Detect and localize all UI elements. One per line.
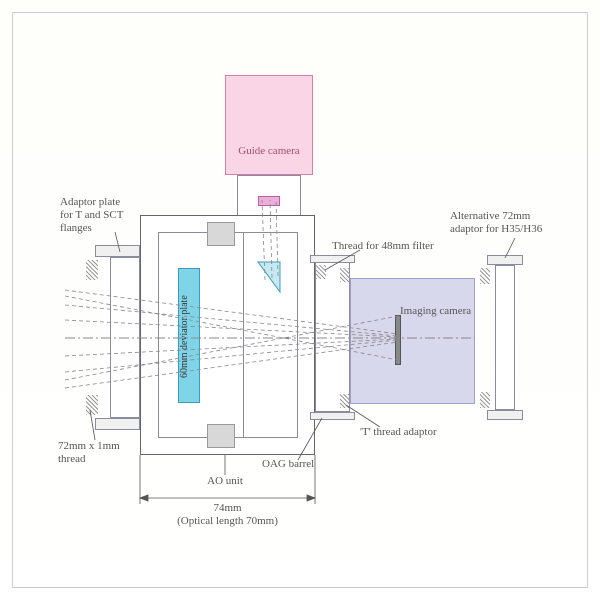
imaging-camera-label: Imaging camera	[400, 305, 500, 318]
motor-top	[207, 222, 235, 246]
dim-70-label: (Optical length 70mm)	[140, 515, 315, 528]
alt-thread-top	[480, 268, 490, 284]
adaptor-plate-body	[110, 257, 140, 418]
alt-adaptor-flange-top	[487, 255, 523, 265]
dim-74-label: 74mm	[140, 502, 315, 515]
thread-72-label: 72mm x 1mm thread	[58, 440, 148, 466]
adaptor-plate-flange-top	[95, 245, 140, 257]
adaptor-plate-flange-bot	[95, 418, 140, 430]
guide-camera-body	[225, 75, 313, 175]
thread-left-top	[86, 260, 98, 280]
alt-thread-bot	[480, 392, 490, 408]
deviator-plate: 60mm deviator plate	[178, 268, 200, 403]
imaging-sensor	[395, 315, 401, 365]
oag-flange-bot	[310, 412, 355, 420]
thread-t-bot	[340, 394, 350, 408]
imaging-camera-body	[350, 278, 475, 404]
alt-adaptor-flange-bot	[487, 410, 523, 420]
thread-48-label: Thread for 48mm filter	[332, 240, 472, 253]
oag-barrel-label: OAG barrel	[262, 458, 342, 471]
t-thread-label: 'T' thread adaptor	[360, 426, 480, 439]
thread-t-top	[340, 268, 350, 282]
oag-barrel	[315, 262, 350, 412]
adaptor-plate-label: Adaptor plate for T and SCT flanges	[60, 196, 160, 236]
deviator-label: 60mm deviator plate	[179, 269, 190, 404]
guide-camera-label: Guide camera	[225, 145, 313, 158]
thread-48mm-top	[316, 265, 326, 279]
thread-left-bot	[86, 395, 98, 415]
motor-bot	[207, 424, 235, 448]
ao-unit-label: AO unit	[195, 475, 255, 488]
alt-adaptor-label: Alternative 72mm adaptor for H35/H36	[450, 210, 580, 236]
oag-flange-top	[310, 255, 355, 263]
guide-knob-1	[258, 196, 280, 206]
ao-divider	[243, 232, 244, 438]
alt-adaptor-body	[495, 265, 515, 410]
